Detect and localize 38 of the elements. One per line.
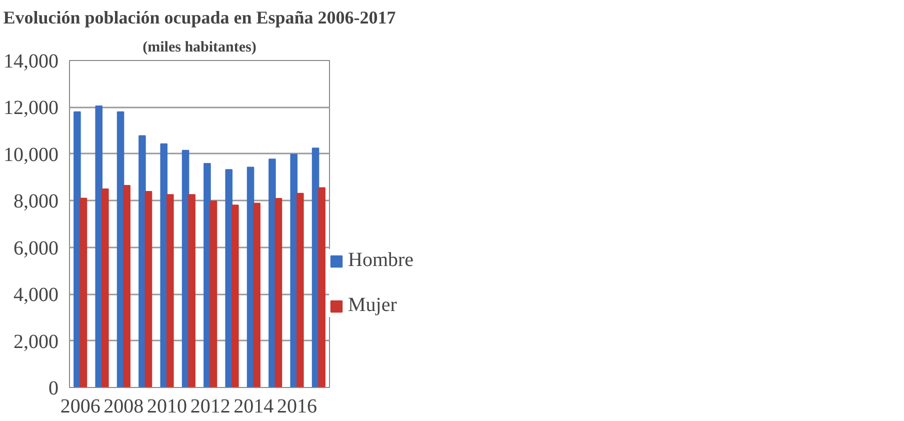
- bar: [138, 135, 146, 388]
- legend-label: Hombre: [348, 249, 414, 272]
- bar: [296, 192, 304, 388]
- x-tick-label: 2010: [147, 396, 187, 418]
- bar: [225, 169, 232, 388]
- y-tick-label: 0: [48, 378, 58, 400]
- bar: [188, 194, 196, 388]
- x-tick-label: 2012: [190, 396, 230, 418]
- bar: [123, 184, 130, 388]
- y-tick-label: 8,000: [14, 190, 58, 213]
- y-tick-label: 6,000: [14, 237, 58, 260]
- y-tick-label: 10,000: [4, 144, 58, 166]
- bar: [144, 191, 152, 388]
- x-tick-label: 2016: [277, 396, 317, 418]
- bar: [210, 200, 218, 388]
- x-tick-label: 2006: [60, 396, 100, 418]
- y-tick-label: 12,000: [4, 97, 58, 120]
- legend-label: Mujer: [348, 294, 397, 317]
- chart-subtitle: (miles habitantes): [142, 40, 256, 56]
- x-tick-label: 2014: [234, 396, 274, 418]
- y-tick-label: 14,000: [4, 50, 58, 72]
- y-tick-label: 2,000: [14, 330, 58, 353]
- y-tick-label: 4,000: [14, 284, 58, 306]
- bar: [166, 194, 174, 388]
- bar: [274, 198, 282, 388]
- bar: [80, 198, 88, 388]
- bar: [74, 111, 81, 388]
- chart-title: Evolución población ocupada en España 2006-2017: [3, 8, 396, 28]
- bar: [160, 143, 168, 388]
- bar: [318, 187, 326, 388]
- bar: [102, 188, 109, 388]
- bar: [290, 154, 298, 388]
- bar: [268, 158, 276, 388]
- x-tick-label: 2008: [104, 396, 144, 418]
- bar: [232, 204, 239, 388]
- bar: [204, 163, 211, 388]
- bar: [95, 106, 102, 388]
- bar: [253, 202, 260, 388]
